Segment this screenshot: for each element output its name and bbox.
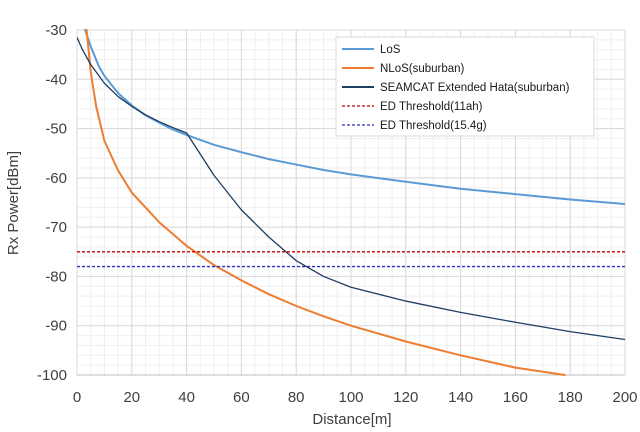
- x-tick-label: 60: [233, 389, 250, 406]
- y-tick-label: -100: [37, 367, 67, 384]
- x-tick-label: 180: [558, 389, 583, 406]
- series-line-1: [85, 29, 566, 376]
- x-axis-ticks: 0 20 40 60 80 100 120 140 160 180 200: [73, 389, 638, 406]
- legend-label: LoS: [380, 44, 401, 56]
- x-tick-label: 0: [73, 389, 81, 406]
- y-tick-label: -90: [45, 318, 67, 335]
- y-tick-label: -40: [45, 71, 67, 88]
- legend-label: ED Threshold(15.4g): [380, 120, 487, 132]
- y-axis-title: Rx Power[dBm]: [5, 151, 22, 255]
- x-tick-label: 80: [288, 389, 305, 406]
- y-tick-label: -80: [45, 268, 67, 285]
- x-axis-title: Distance[m]: [312, 411, 391, 428]
- x-tick-label: 100: [338, 389, 363, 406]
- legend-label: NLoS(suburban): [380, 63, 465, 75]
- legend-box: [335, 36, 595, 137]
- y-tick-label: -60: [45, 170, 67, 187]
- legend-label: SEAMCAT Extended Hata(suburban): [380, 82, 570, 94]
- legend-label: ED Threshold(11ah): [380, 101, 483, 113]
- x-tick-label: 20: [123, 389, 140, 406]
- x-tick-label: 120: [393, 389, 418, 406]
- x-tick-label: 160: [503, 389, 528, 406]
- x-tick-label: 140: [448, 389, 473, 406]
- x-tick-label: 200: [612, 389, 637, 406]
- y-axis-ticks: -100 -90 -80 -70 -60 -50 -40 -30: [37, 22, 67, 384]
- series-line-0: [84, 29, 625, 205]
- y-tick-label: -50: [45, 121, 67, 138]
- plot-area: [76, 29, 626, 376]
- y-tick-label: -30: [45, 22, 67, 39]
- series-line-2: [77, 36, 625, 341]
- x-tick-label: 40: [178, 389, 195, 406]
- legend: LoS NLoS(suburban) SEAMCAT Extended Hata(s…: [335, 36, 595, 137]
- y-tick-label: -70: [45, 219, 67, 236]
- series-lines: [77, 29, 625, 376]
